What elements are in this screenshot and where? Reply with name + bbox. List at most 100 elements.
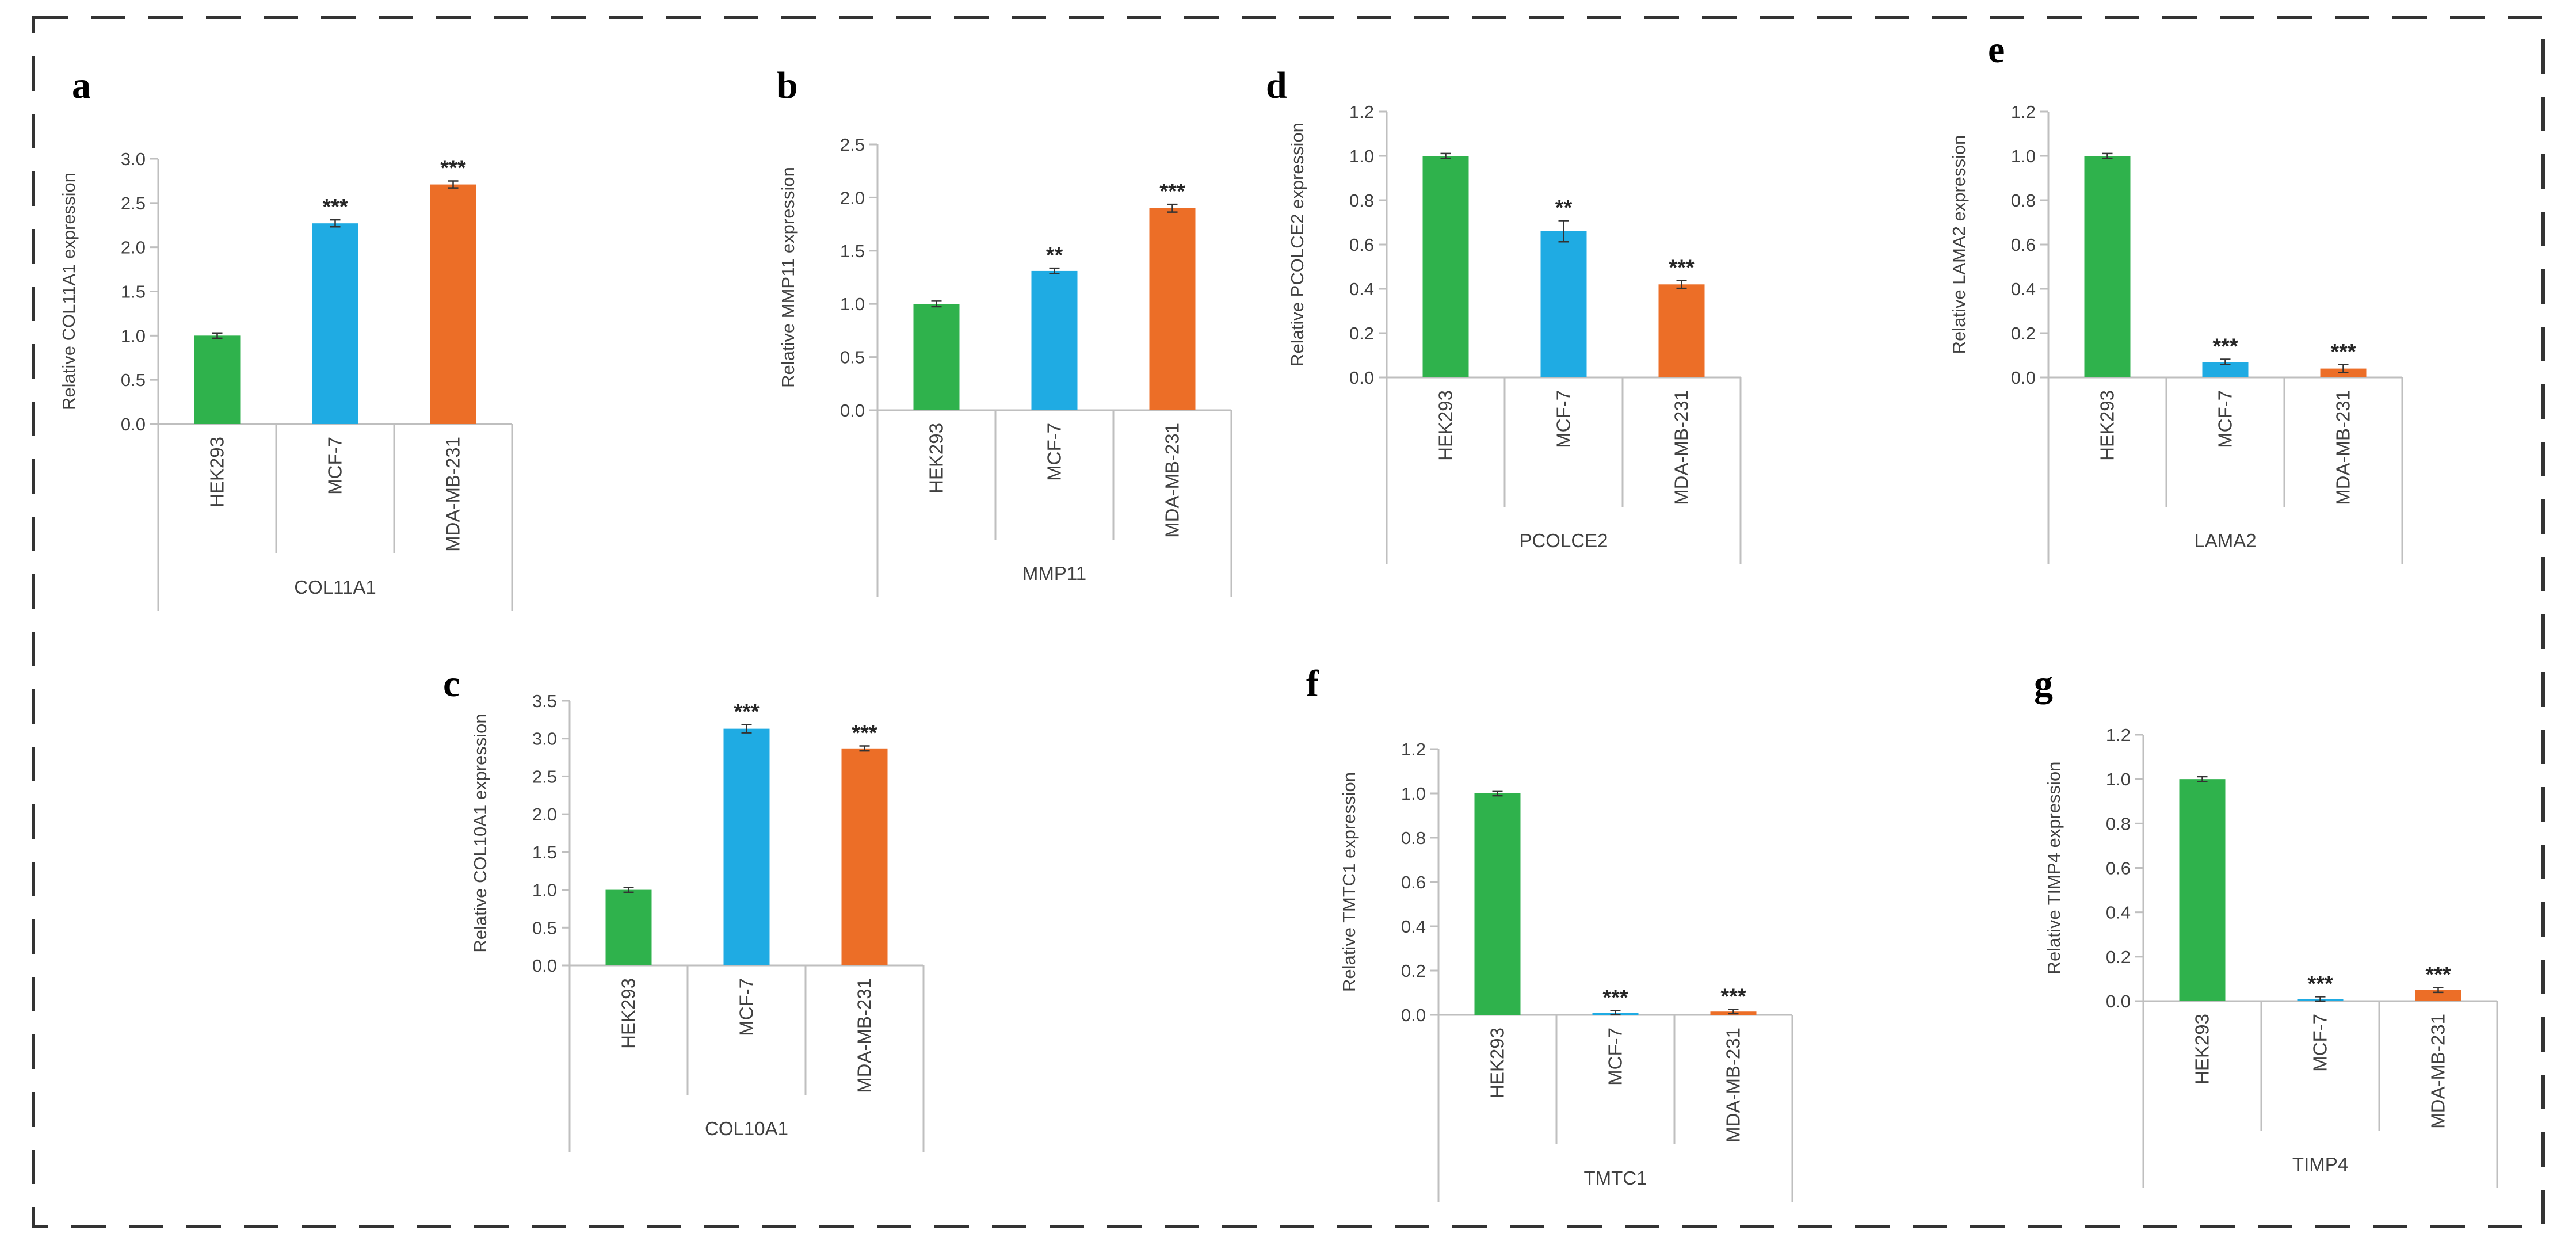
y-tick-label: 0.2	[2011, 323, 2036, 343]
significance-marker: ***	[1720, 984, 1746, 1009]
panel-label: f	[1306, 663, 1319, 705]
panel-label: g	[2034, 663, 2053, 705]
y-tick-label: 0.6	[2011, 235, 2036, 255]
y-tick-label: 1.0	[1349, 146, 1374, 166]
x-category-label: MCF-7	[2215, 390, 2236, 448]
x-category-label: HEK293	[618, 978, 639, 1049]
x-category-label: MDA-MB-231	[854, 978, 875, 1093]
bar-MCF-7	[1031, 270, 1078, 410]
y-tick-label: 1.0	[2011, 146, 2036, 166]
y-axis-label: Relative COL10A1 expression	[470, 713, 490, 952]
chart-COL11A1: a 0.0 0.5 1.0 1.5 2.0 2.5 3.0 Relative COL11A1 e…	[59, 64, 513, 611]
y-tick-label: 0.2	[1401, 961, 1426, 981]
y-tick-label: 0.4	[2011, 279, 2036, 299]
y-tick-label: 3.0	[532, 729, 557, 749]
y-tick-label: 0.5	[532, 918, 557, 938]
x-group-label: COL10A1	[705, 1118, 788, 1139]
y-axis-label: Relative LAMA2 expression	[1949, 135, 1969, 354]
x-category-label: MCF-7	[736, 978, 757, 1036]
significance-marker: ***	[1159, 180, 1185, 204]
y-tick-label: 1.2	[2106, 725, 2131, 745]
y-tick-label: 0.0	[2106, 991, 2131, 1011]
y-tick-label: 0.4	[1401, 917, 1426, 937]
significance-marker: ***	[1602, 986, 1628, 1010]
bar-HEK293	[194, 335, 241, 424]
y-axis-label: Relative MMP11 expression	[778, 167, 798, 388]
x-group-label: LAMA2	[2194, 530, 2256, 551]
y-tick-label: 0.2	[1349, 323, 1374, 343]
panel-label: e	[1988, 29, 2005, 71]
x-category-label: HEK293	[1487, 1028, 1508, 1098]
panel-label: c	[443, 663, 460, 705]
significance-marker: ***	[2307, 972, 2333, 996]
y-tick-label: 2.0	[121, 238, 146, 258]
y-tick-label: 1.0	[2106, 769, 2131, 789]
y-tick-label: 0.8	[1401, 828, 1426, 848]
y-tick-label: 2.5	[840, 135, 865, 155]
y-tick-label: 1.0	[121, 326, 146, 346]
y-tick-label: 3.0	[121, 149, 146, 169]
chart-LAMA2: e 0.0 0.2 0.4 0.6 0.8 1.0 1.2 Relative LAMA2 exp…	[1949, 29, 2403, 564]
significance-marker: ***	[322, 195, 348, 219]
y-tick-label: 1.0	[1401, 784, 1426, 804]
panel-label: a	[72, 64, 91, 106]
y-tick-label: 0.8	[2106, 814, 2131, 834]
x-category-label: MCF-7	[325, 437, 346, 495]
x-group-label: COL11A1	[294, 576, 376, 598]
y-tick-label: 1.2	[1349, 102, 1374, 122]
dashed-frame	[32, 16, 2545, 1228]
y-tick-label: 2.0	[532, 804, 557, 824]
y-tick-label: 0.6	[1349, 235, 1374, 255]
y-tick-label: 0.4	[2106, 903, 2131, 923]
y-tick-label: 0.5	[121, 370, 146, 390]
y-tick-label: 0.0	[2011, 368, 2036, 388]
x-group-label: TMTC1	[1584, 1167, 1647, 1189]
significance-marker: ***	[2330, 340, 2356, 364]
x-group-label: TIMP4	[2292, 1154, 2348, 1175]
chart-PCOLCE2: d 0.0 0.2 0.4 0.6 0.8 1.0 1.2 Relative PCOLCE2 e…	[1266, 64, 1742, 564]
bar-MCF-7	[1540, 231, 1587, 377]
x-category-label: MCF-7	[2310, 1014, 2331, 1072]
y-tick-label: 1.2	[2011, 102, 2036, 122]
significance-marker: ***	[2212, 335, 2238, 359]
bar-MCF-7	[723, 728, 770, 965]
y-tick-label: 0.0	[840, 400, 865, 421]
x-category-label: MCF-7	[1553, 390, 1574, 448]
significance-marker: ***	[1669, 255, 1695, 280]
significance-marker: ***	[734, 700, 760, 724]
y-tick-label: 1.5	[840, 241, 865, 261]
y-tick-label: 1.5	[532, 842, 557, 862]
significance-marker: ***	[2425, 963, 2451, 987]
x-category-label: HEK293	[2192, 1014, 2213, 1085]
x-category-label: HEK293	[207, 437, 228, 507]
panel-label: d	[1266, 64, 1287, 106]
y-axis-label: Relative TMTC1 expression	[1339, 772, 1359, 992]
y-tick-label: 2.5	[121, 193, 146, 213]
y-tick-label: 0.0	[1401, 1005, 1426, 1025]
x-category-label: HEK293	[926, 423, 947, 494]
significance-marker: ***	[440, 156, 466, 180]
significance-marker: **	[1555, 196, 1573, 220]
y-tick-label: 0.8	[1349, 190, 1374, 211]
significance-marker: **	[1046, 243, 1063, 268]
y-tick-label: 3.5	[532, 691, 557, 711]
x-group-label: PCOLCE2	[1519, 530, 1608, 551]
y-tick-label: 0.4	[1349, 279, 1374, 299]
x-category-label: MDA-MB-231	[1162, 423, 1183, 538]
x-category-label: MDA-MB-231	[442, 437, 464, 552]
x-category-label: MCF-7	[1605, 1028, 1626, 1086]
y-tick-label: 0.8	[2011, 190, 2036, 211]
chart-TMTC1: f 0.0 0.2 0.4 0.6 0.8 1.0 1.2 Relative TMTC1 exp…	[1306, 663, 1793, 1202]
chart-COL10A1: c 0.0 0.5 1.0 1.5 2.0 2.5 3.0 3.5 Relative COL10A…	[443, 663, 925, 1152]
x-category-label: MDA-MB-231	[2333, 390, 2354, 505]
x-category-label: HEK293	[2097, 390, 2118, 461]
bar-MDA-MB-231	[1149, 208, 1196, 410]
y-axis-label: Relative COL11A1 expression	[59, 173, 79, 410]
y-tick-label: 1.2	[1401, 739, 1426, 759]
bar-HEK293	[2084, 156, 2131, 377]
y-tick-label: 0.2	[2106, 947, 2131, 967]
bar-MCF-7	[312, 223, 358, 424]
y-axis-label: Relative TIMP4 expression	[2044, 762, 2064, 975]
x-category-label: MDA-MB-231	[1671, 390, 1692, 505]
